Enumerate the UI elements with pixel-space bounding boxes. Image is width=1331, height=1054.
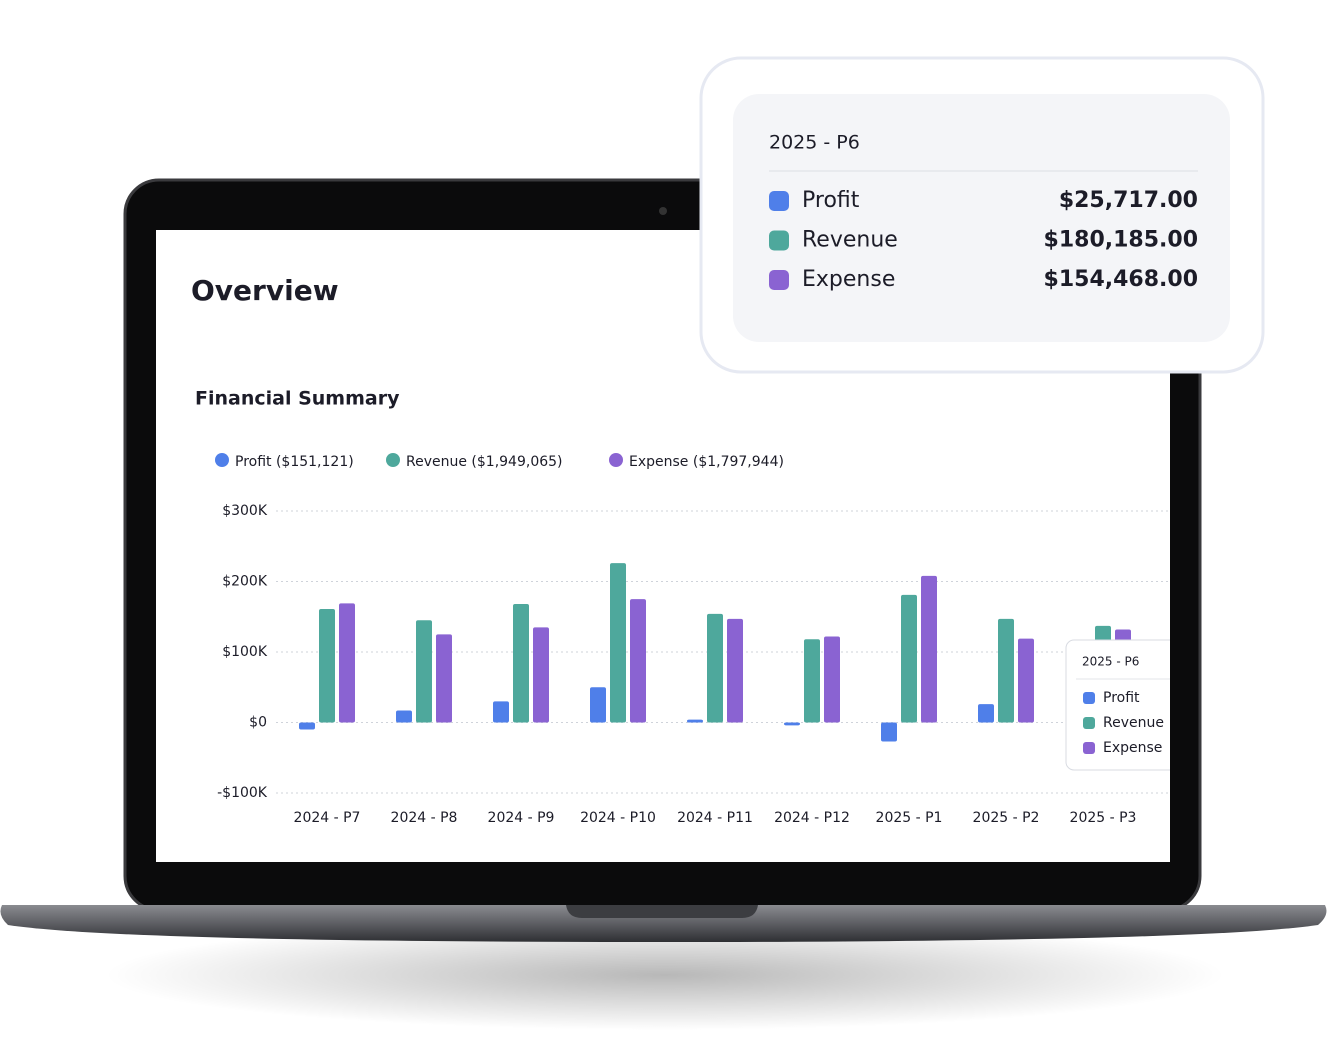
- bar: [533, 627, 549, 723]
- bar: [784, 722, 800, 726]
- chart-title: Financial Summary: [195, 388, 400, 410]
- bar: [998, 618, 1014, 723]
- legend-marker: [386, 453, 400, 467]
- y-tick-label: $0: [249, 715, 267, 731]
- bar: [824, 636, 840, 723]
- mini-tooltip-marker: [1083, 717, 1095, 729]
- legend-label: Revenue ($1,949,065): [406, 454, 563, 470]
- bar: [299, 722, 315, 730]
- legend-label: Expense ($1,797,944): [629, 454, 784, 470]
- tooltip-title: 2025 - P6: [769, 132, 860, 154]
- y-tick-label: $100K: [222, 644, 268, 660]
- camera: [659, 207, 667, 215]
- mini-tooltip-title: 2025 - P6: [1082, 655, 1139, 669]
- tooltip-value: $180,185.00: [1044, 228, 1198, 253]
- bar: [590, 687, 606, 723]
- y-tick-label: $300K: [222, 503, 268, 519]
- x-tick-label: 2024 - P8: [391, 810, 458, 826]
- tooltip-card: [733, 94, 1230, 342]
- x-tick-label: 2025 - P2: [973, 810, 1040, 826]
- x-tick-label: 2024 - P10: [580, 810, 656, 826]
- mini-tooltip-marker: [1083, 742, 1095, 754]
- bar: [978, 704, 994, 723]
- tooltip-value: $25,717.00: [1059, 188, 1198, 213]
- bar: [416, 620, 432, 723]
- mini-tooltip-label: Expense: [1103, 740, 1162, 756]
- tooltip-value: $154,468.00: [1044, 267, 1198, 292]
- bar: [804, 639, 820, 723]
- chart: Financial Summary -$100K $0 $100K $200K $300…: [195, 388, 1168, 826]
- tooltip-label: Profit: [802, 188, 860, 213]
- legend-marker: [609, 453, 623, 467]
- bar: [513, 604, 529, 723]
- y-tick-label: -$100K: [217, 785, 268, 801]
- x-tick-label: 2024 - P7: [294, 810, 361, 826]
- legend-marker: [215, 453, 229, 467]
- bar: [901, 594, 917, 723]
- mini-tooltip-box: [1065, 639, 1170, 771]
- bar: [319, 608, 335, 723]
- bar: [881, 722, 897, 742]
- laptop-shadow: [105, 920, 1225, 1030]
- x-tick-label: 2024 - P9: [488, 810, 555, 826]
- tooltip-marker: [769, 230, 789, 251]
- x-tick-label: 2024 - P11: [677, 810, 753, 826]
- tooltip-label: Revenue: [802, 228, 898, 253]
- bar: [436, 634, 452, 723]
- bar: [687, 719, 703, 723]
- page-title: Overview: [191, 274, 339, 307]
- x-tick-label: 2025 - P3: [1070, 810, 1137, 826]
- mini-tooltip-marker: [1083, 692, 1095, 704]
- x-tick-label: 2024 - P12: [774, 810, 850, 826]
- bar: [630, 599, 646, 723]
- mini-tooltip-label: Revenue: [1103, 715, 1164, 731]
- bar: [727, 618, 743, 723]
- bar: [921, 575, 937, 723]
- legend-label: Profit ($151,121): [235, 454, 354, 470]
- bar: [493, 701, 509, 723]
- bar: [1018, 638, 1034, 723]
- laptop-base: [0, 905, 1327, 942]
- tooltip-label: Expense: [802, 267, 895, 292]
- bar: [610, 563, 626, 723]
- mini-tooltip-label: Profit: [1103, 690, 1140, 706]
- x-tick-label: 2025 - P1: [876, 810, 943, 826]
- bar: [396, 710, 412, 723]
- bar: [339, 603, 355, 723]
- bar: [707, 613, 723, 723]
- y-tick-label: $200K: [222, 574, 268, 590]
- mini-tooltip: 2025 - P6 Profit Revenue Expense: [1065, 639, 1170, 771]
- tooltip-marker: [769, 191, 789, 211]
- tooltip: 2025 - P6 Profit $25,717.00 Revenue $180,18…: [699, 56, 1265, 374]
- laptop-notch: [566, 905, 758, 918]
- tooltip-marker: [769, 270, 789, 290]
